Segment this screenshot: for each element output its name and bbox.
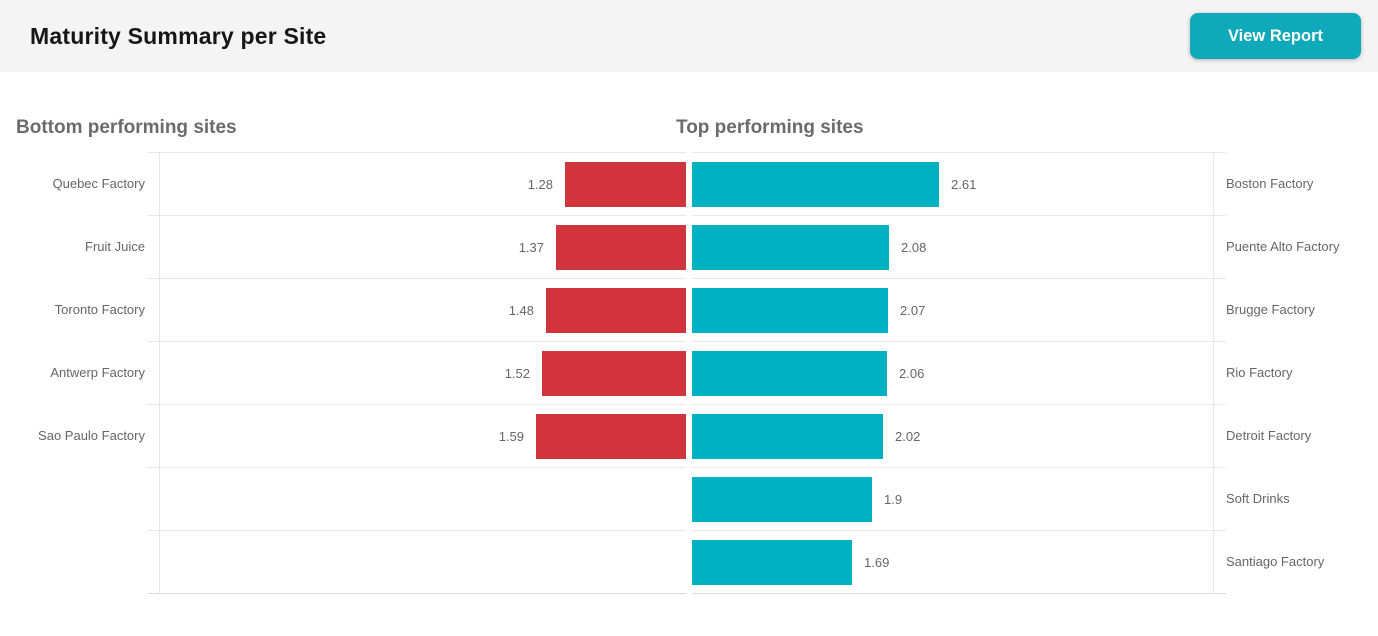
category-label: Brugge Factory — [1226, 302, 1315, 317]
bar[interactable] — [565, 161, 686, 207]
bottom-performing-heading: Bottom performing sites — [16, 117, 237, 138]
bar[interactable] — [542, 350, 686, 396]
chart-row-empty — [147, 530, 686, 593]
chart-row: 2.61 — [692, 152, 1226, 215]
chart-row: 2.02 — [692, 404, 1226, 467]
category-label: Quebec Factory — [52, 176, 146, 191]
bar[interactable] — [556, 224, 686, 270]
chart-row: 1.69 — [692, 530, 1226, 593]
widget-header: Maturity Summary per Site View Report — [0, 0, 1378, 72]
chart-row: 2.08 — [692, 215, 1226, 278]
category-label: Detroit Factory — [1226, 428, 1312, 443]
bar-value-label: 2.07 — [900, 302, 926, 318]
bar-value-label: 2.06 — [899, 365, 925, 381]
chart-row: 1.28 — [147, 152, 686, 215]
bar-value-label: 2.02 — [895, 428, 921, 444]
category-label — [0, 467, 145, 530]
section-headings: Bottom performing sites Top performing s… — [0, 117, 1378, 139]
bar[interactable] — [692, 413, 883, 459]
view-report-button[interactable]: View Report — [1189, 13, 1361, 59]
bar[interactable] — [546, 287, 686, 333]
chart-row: 1.59 — [147, 404, 686, 467]
bar-value-label: 1.69 — [864, 554, 890, 570]
bar[interactable] — [692, 287, 888, 333]
tornado-chart: Quebec Factory Fruit Juice Toronto Facto… — [0, 152, 1378, 594]
category-label: Antwerp Factory — [50, 365, 145, 380]
bar-value-label: 1.37 — [518, 239, 544, 255]
category-label: Soft Drinks — [1226, 491, 1290, 506]
category-label: Puente Alto Factory — [1226, 239, 1340, 254]
top-sites-category-axis: Boston Factory Puente Alto Factory Brugg… — [1226, 152, 1376, 594]
bar-value-label: 1.59 — [498, 428, 524, 444]
bar[interactable] — [692, 350, 887, 396]
category-label: Sao Paulo Factory — [38, 428, 145, 443]
category-label: Rio Factory — [1226, 365, 1293, 380]
bar[interactable] — [692, 476, 872, 522]
page-title: Maturity Summary per Site — [30, 22, 327, 49]
chart-row: 1.48 — [147, 278, 686, 341]
bottom-sites-plot: 1.28 1.37 1.48 1.52 1.59 — [147, 152, 686, 594]
bar[interactable] — [692, 224, 889, 270]
bar-value-label: 1.28 — [527, 176, 553, 192]
bar-value-label: 1.48 — [508, 302, 534, 318]
chart-row: 1.52 — [147, 341, 686, 404]
top-performing-heading: Top performing sites — [676, 117, 864, 138]
bar[interactable] — [692, 161, 939, 207]
bar[interactable] — [536, 413, 686, 459]
bar-value-label: 2.61 — [951, 176, 977, 192]
bar-value-label: 1.9 — [884, 491, 903, 507]
bottom-sites-category-axis: Quebec Factory Fruit Juice Toronto Facto… — [0, 152, 145, 594]
maturity-summary-widget: Maturity Summary per Site View Report Bo… — [0, 0, 1378, 594]
category-label: Toronto Factory — [54, 302, 145, 317]
chart-row-empty — [147, 467, 686, 530]
chart-row: 2.06 — [692, 341, 1226, 404]
category-label: Boston Factory — [1226, 176, 1314, 191]
chart-row: 1.9 — [692, 467, 1226, 530]
bar-value-label: 1.52 — [504, 365, 530, 381]
bar[interactable] — [692, 539, 852, 585]
top-sites-plot: 2.61 2.08 2.07 2.06 2.02 1.9 — [692, 152, 1226, 594]
bar-value-label: 2.08 — [901, 239, 927, 255]
chart-row: 1.37 — [147, 215, 686, 278]
category-label: Fruit Juice — [85, 239, 145, 254]
category-label: Santiago Factory — [1226, 554, 1325, 569]
category-label — [0, 530, 145, 593]
chart-row: 2.07 — [692, 278, 1226, 341]
